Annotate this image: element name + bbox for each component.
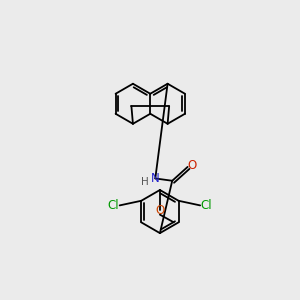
Text: O: O <box>155 203 164 217</box>
Text: Cl: Cl <box>200 199 212 212</box>
Text: O: O <box>188 159 197 172</box>
Text: N: N <box>151 172 160 185</box>
Text: H: H <box>141 177 149 187</box>
Text: Cl: Cl <box>108 199 119 212</box>
